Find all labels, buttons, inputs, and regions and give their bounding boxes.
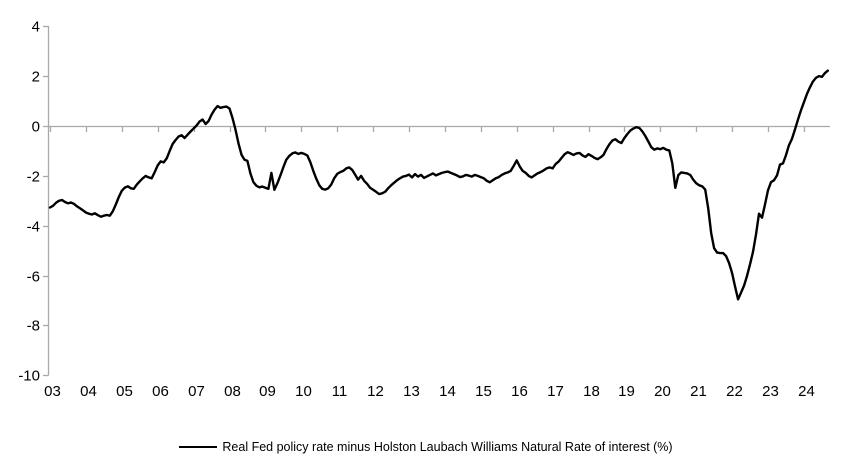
x-tick-label: 11 — [332, 383, 348, 400]
y-tick-label: -4 — [27, 219, 40, 236]
x-tick-label: 21 — [690, 383, 707, 400]
y-tick-label: -8 — [27, 318, 40, 335]
y-tick-labels: 4 2 0 -2 -4 -6 -8 -10 — [18, 19, 40, 385]
x-tick-label: 24 — [798, 383, 815, 400]
x-tick-label: 04 — [80, 383, 97, 400]
x-tick-label: 10 — [295, 383, 312, 400]
axes — [43, 25, 830, 377]
x-tick-label: 09 — [259, 383, 276, 400]
legend: Real Fed policy rate minus Holston Lauba… — [0, 434, 852, 460]
x-tick-label: 13 — [403, 383, 420, 400]
x-tick-label: 07 — [188, 383, 205, 400]
y-tick-label: -10 — [18, 368, 40, 385]
y-tick-label: -6 — [27, 269, 40, 286]
series-line — [48, 69, 829, 301]
x-tick-label: 12 — [367, 383, 384, 400]
x-tick-label: 15 — [475, 383, 492, 400]
legend-line-sample-icon — [179, 446, 218, 448]
y-tick-label: 2 — [32, 69, 40, 86]
x-tick-label: 05 — [116, 383, 133, 400]
x-tick-label: 16 — [511, 383, 528, 400]
x-tick-label: 23 — [762, 383, 779, 400]
x-tick-label: 19 — [618, 383, 635, 400]
x-tick-label: 20 — [654, 383, 671, 400]
y-tick-label: 0 — [32, 119, 40, 136]
x-tick-labels: 03 04 05 06 07 08 09 10 11 12 13 14 15 16 17 18 19 20 21 22… — [44, 383, 815, 400]
x-tick-label: 18 — [583, 383, 600, 400]
legend-label: Real Fed policy rate minus Holston Lauba… — [222, 440, 673, 454]
x-tick-label: 03 — [44, 383, 61, 400]
x-tick-label: 17 — [547, 383, 564, 400]
y-tick-label: 4 — [32, 19, 40, 36]
x-tick-label: 14 — [439, 383, 456, 400]
x-tick-label: 22 — [726, 383, 743, 400]
y-tick-label: -2 — [27, 169, 40, 186]
x-tick-label: 06 — [152, 383, 169, 400]
series-group — [48, 69, 829, 301]
x-tick-label: 08 — [224, 383, 241, 400]
